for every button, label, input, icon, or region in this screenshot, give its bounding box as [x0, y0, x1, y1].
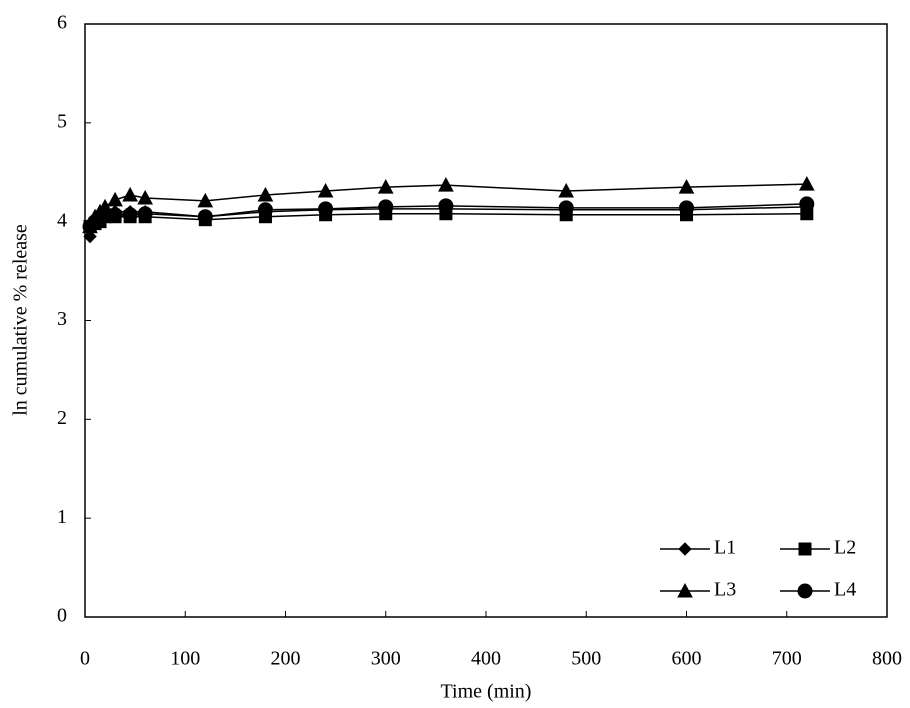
marker	[107, 207, 123, 223]
legend-label: L1	[714, 537, 736, 559]
marker	[257, 202, 273, 218]
marker	[317, 182, 334, 198]
marker	[799, 196, 815, 212]
marker	[137, 206, 153, 222]
marker	[137, 189, 153, 205]
x-tick-label: 800	[872, 648, 902, 670]
marker	[197, 209, 213, 225]
legend-marker	[798, 542, 812, 556]
marker	[122, 207, 138, 223]
x-tick-label: 700	[772, 648, 802, 670]
marker	[378, 199, 394, 215]
marker	[558, 200, 574, 216]
marker	[798, 176, 815, 191]
x-tick-label: 100	[170, 648, 200, 670]
marker	[197, 192, 214, 208]
y-tick-label: 1	[57, 506, 67, 528]
legend-label: L4	[834, 579, 856, 601]
marker	[318, 201, 334, 217]
legend-marker	[797, 583, 813, 599]
y-tick-label: 4	[57, 209, 67, 231]
x-tick-label: 0	[80, 648, 90, 670]
x-tick-label: 500	[571, 648, 601, 670]
legend-label: L3	[714, 579, 736, 601]
marker	[257, 186, 274, 202]
y-tick-label: 2	[57, 407, 67, 429]
legend-marker	[677, 582, 693, 598]
marker	[107, 191, 123, 207]
x-axis-title: Time (min)	[441, 681, 532, 703]
y-tick-label: 5	[57, 110, 67, 132]
x-tick-label: 300	[371, 648, 401, 670]
marker	[679, 200, 694, 216]
marker	[438, 177, 454, 192]
marker	[122, 186, 138, 202]
marker	[83, 229, 97, 244]
legend-marker	[678, 542, 692, 556]
marker	[678, 179, 695, 194]
marker	[438, 198, 454, 214]
y-axis-title: ln cumulative % release	[10, 224, 32, 416]
y-tick-label: 3	[57, 308, 67, 330]
x-tick-label: 400	[471, 648, 501, 670]
y-tick-label: 6	[57, 12, 67, 34]
marker	[377, 179, 394, 194]
legend-label: L2	[834, 537, 856, 559]
marker	[558, 182, 575, 198]
y-tick-label: 0	[57, 605, 67, 627]
plot-frame	[84, 23, 888, 618]
x-tick-label: 200	[271, 648, 301, 670]
x-tick-label: 600	[672, 648, 702, 670]
